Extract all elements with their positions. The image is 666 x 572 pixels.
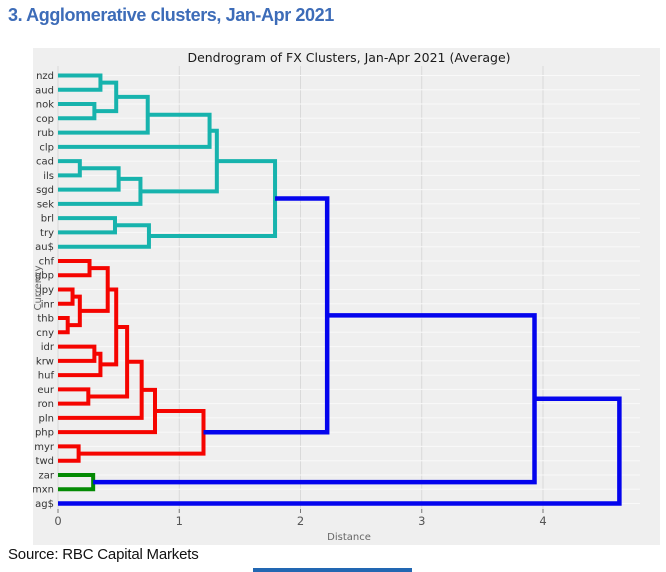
- y-tick-label: jpy: [38, 285, 54, 296]
- y-tick-label: sgd: [36, 185, 54, 196]
- dendrogram-link-b1: [203, 196, 330, 435]
- dendrogram-link-t11: [58, 223, 151, 249]
- y-tick-label: pln: [39, 413, 54, 424]
- y-tick-label: cop: [36, 114, 54, 125]
- dendrogram-link-r9: [58, 387, 91, 406]
- dendrogram-figure: 0 1 2 3 4 nzd aud nok cop rub clp cad ils sgd sek brl tr…: [33, 48, 660, 545]
- x-tick-label: 3: [418, 514, 425, 528]
- y-tick-label: ag$: [35, 499, 54, 510]
- dendrogram-link-t9: [140, 128, 219, 194]
- y-tick-label: try: [40, 228, 54, 239]
- y-tick-label: inr: [41, 299, 55, 310]
- source-note: Source: RBC Capital Markets: [8, 546, 199, 563]
- x-axis-label: Distance: [327, 532, 371, 543]
- y-tick-label: ron: [38, 399, 54, 410]
- dendrogram-link-r3: [58, 316, 70, 335]
- x-tick-label: 4: [539, 514, 546, 528]
- y-tick-label: clp: [39, 142, 54, 153]
- dendrogram-link-t12: [148, 159, 278, 238]
- y-tick-label: krw: [36, 356, 54, 367]
- y-tick-label: sek: [37, 199, 54, 210]
- chart-title: Dendrogram of FX Clusters, Jan-Apr 2021 …: [187, 50, 510, 65]
- y-tick-label: cny: [36, 328, 54, 339]
- y-tick-label: brl: [41, 214, 54, 225]
- dendrogram-chart: 0 1 2 3 4 nzd aud nok cop rub clp cad ils sgd sek brl tr…: [33, 50, 640, 543]
- dendrogram-link-r2: [58, 287, 75, 306]
- bottom-blue-bar: [253, 568, 412, 572]
- y-tick-label: cad: [36, 157, 54, 168]
- y-tick-label: rub: [37, 128, 54, 139]
- y-tick-label: huf: [38, 371, 55, 382]
- y-tick-label: aud: [35, 85, 54, 96]
- dendrogram-link-t3: [94, 80, 119, 114]
- dendrogram-link-t7: [58, 166, 121, 192]
- y-tick-label: eur: [37, 385, 54, 396]
- dendrogram-link-r11: [58, 359, 144, 420]
- y-tick-label: php: [35, 428, 54, 439]
- x-tick-label: 1: [176, 514, 183, 528]
- y-tick-label: twd: [36, 456, 54, 467]
- y-tick-label: mxn: [33, 485, 54, 496]
- dendrogram-link-b2: [93, 313, 537, 485]
- y-tick-label: zar: [39, 470, 55, 481]
- dendrogram-link-r13: [58, 444, 81, 463]
- dendrogram-link-t1: [58, 73, 103, 92]
- y-tick-label: chf: [39, 256, 55, 267]
- y-tick-label: nzd: [36, 71, 54, 82]
- x-tick-label: 0: [54, 514, 61, 528]
- dendrogram-link-b3: [58, 396, 622, 506]
- y-tick-label: nok: [36, 100, 54, 111]
- dendrogram-link-g1: [58, 472, 96, 492]
- dendrogram-link-r1: [58, 258, 92, 278]
- y-tick-label: thb: [37, 314, 54, 325]
- dendrogram-link-r6: [58, 344, 97, 363]
- y-tick-label: idr: [41, 342, 55, 353]
- x-tick-label: 2: [297, 514, 304, 528]
- y-tick-label: gbp: [35, 271, 54, 282]
- y-tick-label: au$: [35, 242, 54, 253]
- page-title: 3. Agglomerative clusters, Jan-Apr 2021: [8, 5, 334, 25]
- y-tick-label: ils: [43, 171, 54, 182]
- y-tick-label: myr: [34, 442, 55, 453]
- y-axis-label: Currency: [33, 265, 44, 310]
- dendrogram-link-t6: [58, 159, 82, 178]
- dendrogram-link-r4: [67, 294, 82, 328]
- dendrogram-link-t2: [58, 102, 97, 121]
- dendrogram-link-t10: [58, 216, 117, 235]
